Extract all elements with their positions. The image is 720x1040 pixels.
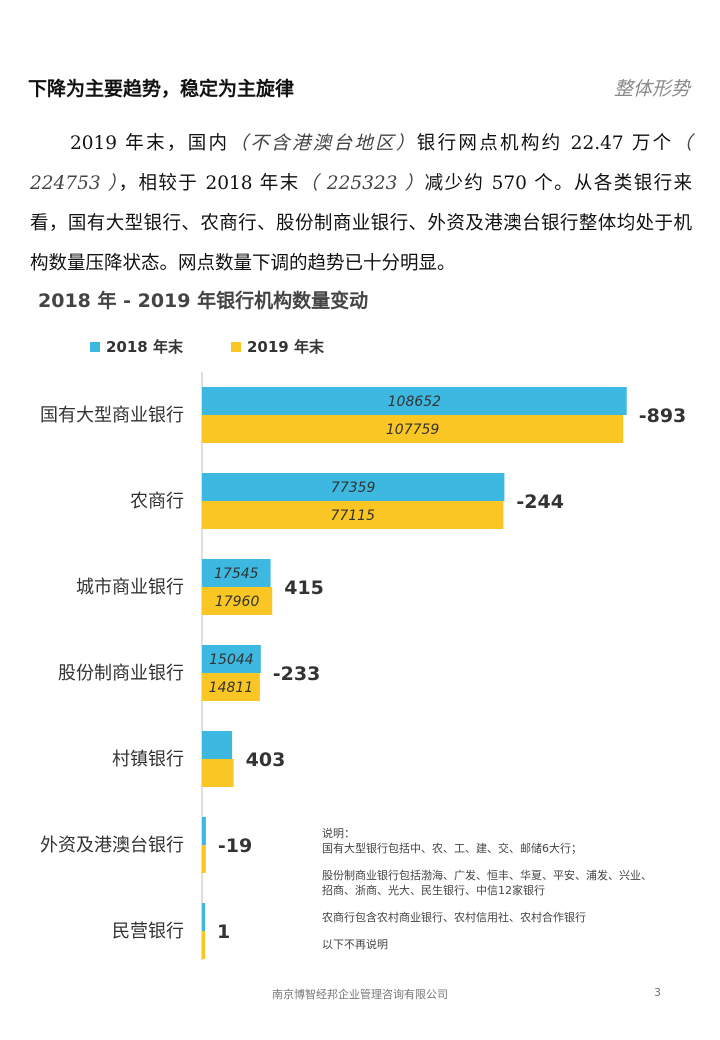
category-label: 外资及港澳台银行 xyxy=(40,835,184,856)
category-label: 国有大型商业银行 xyxy=(40,405,184,426)
bar-chart: 国有大型商业银行 108652 107759 -893 农商行 77359 77115 -24… xyxy=(40,372,687,960)
legend-item-2018: 2018 年末 xyxy=(90,336,183,357)
para-part-5: ，相较于 2018 年末 xyxy=(118,173,300,194)
note-joint-stock-2: 招商、浙商、光大、民生银行、中信12家银行 xyxy=(322,884,545,897)
bar-2019 xyxy=(202,931,205,959)
legend-label-2019: 2019 年末 xyxy=(246,338,324,356)
bar-2018 xyxy=(202,473,505,501)
bar-2019 xyxy=(202,845,206,873)
bar-2018 xyxy=(202,559,271,587)
summary-paragraph: 2019 年末，国内（不含港澳台地区）银行网点机构约 22.47 万个（ 224… xyxy=(30,124,692,284)
chart-legend: 2018 年末 2019 年末 xyxy=(90,336,324,357)
bar-2019 xyxy=(202,587,273,615)
bar-2019 xyxy=(202,759,234,787)
change-label: 1 xyxy=(217,921,230,943)
bar-data-label: 107759 xyxy=(386,422,440,438)
change-label: -19 xyxy=(218,835,252,857)
category-label: 股份制商业银行 xyxy=(58,663,184,684)
para-part-6: （ 225323 ） xyxy=(299,173,425,194)
note-joint-stock-1: 股份制商业银行包括渤海、广发、恒丰、华夏、平安、浦发、兴业、 xyxy=(322,869,652,882)
legend-item-2019: 2019 年末 xyxy=(230,336,324,357)
bar-data-label: 14811 xyxy=(209,680,254,696)
bar-data-label: 77115 xyxy=(330,508,375,524)
change-label: -893 xyxy=(639,405,687,427)
category-label: 民营银行 xyxy=(112,921,184,942)
para-part-7: 减少约 570 个。从各类银行来看，国有大型银行、农商行、股份制商业银行、外资及… xyxy=(30,173,693,274)
para-part-4: （ 224753 ） xyxy=(30,133,692,194)
legend-swatch-2018 xyxy=(90,341,100,352)
category-label: 农商行 xyxy=(130,491,184,512)
bar-2019 xyxy=(202,673,260,701)
bar-2018 xyxy=(202,731,233,759)
change-label: 403 xyxy=(246,749,286,771)
chart-title: 2018 年 - 2019 年银行机构数量变动 xyxy=(38,290,369,312)
category-label: 城市商业银行 xyxy=(76,577,184,598)
bar-data-label: 77359 xyxy=(331,480,376,496)
bar-2018 xyxy=(202,903,205,931)
bar-2018 xyxy=(202,387,627,415)
footer-company: 南京博智经邦企业管理咨询有限公司 xyxy=(272,988,448,1001)
change-label: 415 xyxy=(284,577,324,599)
bar-2019 xyxy=(202,501,504,529)
bar-data-label: 108652 xyxy=(388,394,442,410)
section-label: 整体形势 xyxy=(613,78,690,100)
para-part-1: 2019 年末，国内 xyxy=(70,133,230,154)
change-label: -233 xyxy=(273,663,321,685)
bar-2019 xyxy=(202,415,624,443)
category-label: 村镇银行 xyxy=(112,749,184,770)
bar-data-label: 17960 xyxy=(215,594,260,610)
notes-box: 说明： 国有大型银行包括中、农、工、建、交、邮储6大行； 股份制商业银行包括渤海… xyxy=(322,826,692,952)
note-end: 以下不再说明 xyxy=(322,938,388,951)
note-heading: 说明： xyxy=(322,827,355,840)
bar-2018 xyxy=(202,645,261,673)
change-label: -244 xyxy=(516,491,564,513)
note-rural: 农商行包含农村商业银行、农村信用社、农村合作银行 xyxy=(322,911,586,924)
bar-data-label: 15044 xyxy=(209,652,254,668)
para-part-2: （不含港澳台地区） xyxy=(229,133,417,154)
para-part-3: 银行网点机构约 22.47 万个 xyxy=(416,133,674,154)
legend-label-2018: 2018 年末 xyxy=(106,338,183,356)
page-title: 下降为主要趋势，稳定为主旋律 xyxy=(28,78,295,100)
page-number: 3 xyxy=(654,986,661,999)
note-big-banks: 国有大型银行包括中、农、工、建、交、邮储6大行； xyxy=(322,842,582,855)
bar-data-label: 17545 xyxy=(214,566,259,582)
legend-swatch-2019 xyxy=(230,341,241,352)
bar-2018 xyxy=(202,817,206,845)
